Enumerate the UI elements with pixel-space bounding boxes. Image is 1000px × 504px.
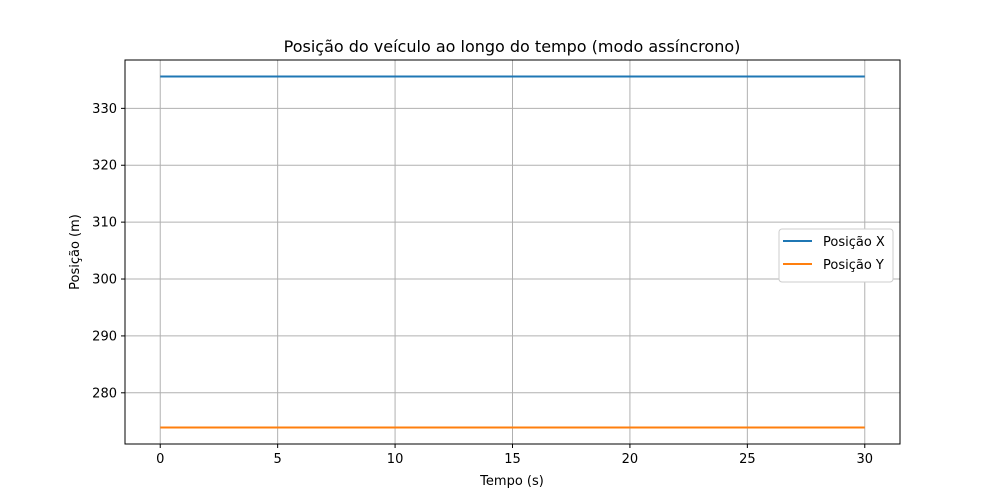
y-tick-label: 300 — [92, 273, 117, 288]
legend-box — [778, 228, 894, 283]
y-axis-ticks: 280 290 300 310 320 330 — [92, 102, 125, 401]
y-tick-label: 310 — [92, 216, 117, 231]
x-tick-label: 10 — [387, 452, 404, 467]
x-tick-label: 0 — [156, 452, 164, 467]
x-tick-label: 25 — [739, 452, 756, 467]
series-lines — [160, 75, 865, 429]
chart-title: Posição do veículo ao longo do tempo (mo… — [284, 37, 741, 56]
y-tick-label: 320 — [92, 159, 117, 174]
x-tick-label: 15 — [504, 452, 521, 467]
y-tick-label: 290 — [92, 329, 117, 344]
x-tick-label: 5 — [274, 452, 282, 467]
x-tick-label: 30 — [856, 452, 873, 467]
legend: Posição X Posição Y — [778, 228, 894, 283]
x-axis-label: Tempo (s) — [479, 474, 544, 489]
y-tick-label: 280 — [92, 386, 117, 401]
x-axis-ticks: 0 5 10 15 20 25 30 — [156, 444, 873, 467]
y-axis-label: Posição (m) — [68, 214, 83, 290]
legend-label: Posição Y — [823, 258, 884, 273]
grid-lines — [125, 60, 900, 444]
legend-label: Posição X — [823, 235, 885, 250]
y-tick-label: 330 — [92, 102, 117, 117]
x-tick-label: 20 — [622, 452, 639, 467]
